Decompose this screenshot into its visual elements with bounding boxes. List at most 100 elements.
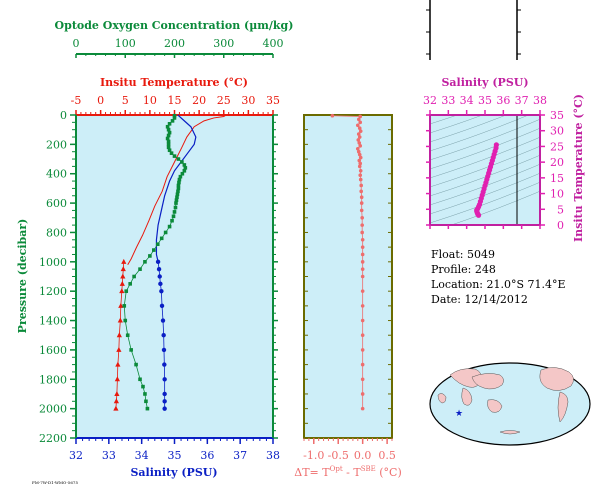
ts-frame-stub [426,0,521,60]
delta-t-point [356,149,361,154]
ts-x-tick-label: 34 [460,94,474,107]
oxygen-axis-label: Optode Oxygen Concentration (µm/kg) [55,19,294,32]
delta-t-point [360,362,365,367]
temperature-tick-label: 35 [266,94,280,107]
oxygen-point [172,210,177,214]
oxygen-point [167,130,172,135]
location: Location: 21.0°S 71.4°E [431,278,566,291]
temperature-axis-label: Insitu Temperature (°C) [100,76,248,89]
pressure-tick-label: 1800 [39,373,67,386]
delta-t-point [360,274,365,279]
footer-id: FM-7W-D1-WMO-5675 [32,480,78,485]
pressure-tick-label: 1600 [39,344,67,357]
salinity-point [161,333,166,338]
delta-t-point [360,392,365,396]
delta-t-point [357,126,362,131]
delta-t-point [355,146,360,151]
profile-number: Profile: 248 [431,263,496,276]
temperature-tick-label: -5 [71,94,82,107]
temperature-tick-label: 0 [97,94,104,107]
oxygen-point [143,260,147,264]
ts-y-tick-label: 5 [557,203,564,216]
delta-t-point [330,113,335,118]
temperature-tick-label: 5 [122,94,129,107]
delta-t-panel: -1.0 -0.5 0.0 0.5 ΔT= TOpt - TSBE (°C) [294,113,402,479]
oxygen-point [166,139,171,144]
delta-t-point [360,252,365,257]
oxygen-point [180,160,184,164]
pressure-tick-label: 200 [46,138,67,151]
oxygen-point [175,192,180,197]
oxygen-point [163,230,168,235]
temperature-point [119,280,125,286]
oxygen-point [166,145,171,150]
oxygen-axis: Optode Oxygen Concentration (µm/kg) 0 100… [55,19,294,58]
oxygen-point [141,384,145,389]
oxygen-tick-label: 400 [263,37,284,50]
oxygen-tick-label: 0 [73,37,80,50]
oxygen-point [172,154,177,158]
profile-panel: 0 200 400 600 800 1000 1200 1400 1600 1800 2000 220… [39,109,280,462]
salinity-point [157,274,162,279]
delta-t-point [357,164,362,169]
oxygen-tick-label: 300 [213,37,234,50]
ts-x-tick-label: 37 [515,94,529,107]
temperature-axis: Insitu Temperature (°C) -5 0 5 10 15 20 25 30 35 [71,76,280,115]
temperature-point [120,273,126,279]
float-info: Float: 5049 Profile: 248 Location: 21.0°… [431,247,566,307]
delta-t-point [358,114,363,119]
temperature-tick-label: 10 [143,94,157,107]
salinity-point [156,266,162,272]
salinity-tick-label: 37 [233,449,247,462]
oxygen-point [172,116,177,120]
oxygen-point [176,186,181,191]
delta-t-point [359,208,364,213]
salinity-point [158,281,163,287]
delta-t-point [360,215,364,220]
ts-y-tick-label: 10 [550,188,564,201]
oxygen-point [174,198,179,202]
temperature-point [113,398,119,404]
oxygen-point [176,189,180,194]
oxygen-point [169,151,174,155]
oxygen-point [183,166,188,170]
oxygen-point [144,399,148,404]
ts-x-tick-label: 33 [441,94,455,107]
oxygen-point [166,142,171,147]
oxygen-point [128,282,132,286]
delta-t-point [360,406,365,411]
ts-point [475,212,482,218]
delta-t-point [359,189,364,194]
oxygen-point [122,304,127,308]
oxygen-point [182,168,187,173]
salinity-point [162,406,167,411]
delta-t-point [360,260,365,264]
delta-t-point [358,177,363,182]
oxygen-point [165,124,170,129]
ts-yaxis-label: Insitu Temperature (°C) [572,94,585,242]
ts-x-tick-label: 38 [533,94,547,107]
date: Date: 12/14/2012 [431,293,528,306]
salinity-axis-label: Salinity (PSU) [130,466,217,479]
delta-t-point [360,237,365,242]
delta-t-point [357,152,362,157]
ts-x-tick-label: 32 [423,94,437,107]
delta-t-point [358,168,363,173]
ts-y-tick-label: 30 [550,125,564,138]
delta-t-point [359,183,364,188]
oxygen-point [125,333,130,338]
ts-xaxis-label: Salinity (PSU) [441,76,528,89]
oxygen-point [166,133,171,138]
delta-t-point [358,155,363,160]
delta-t-axis-label: ΔT= TOpt - TSBE (°C) [294,465,402,479]
delta-t-point [356,132,361,136]
oxygen-point [167,122,172,126]
delta-t-point [360,267,365,271]
temperature-tick-label: 15 [168,94,182,107]
salinity-line [155,114,197,262]
oxygen-point [177,180,181,185]
oxygen-point [182,163,187,167]
oxygen-point [129,348,133,352]
ts-y-tick-label: 35 [550,109,564,122]
